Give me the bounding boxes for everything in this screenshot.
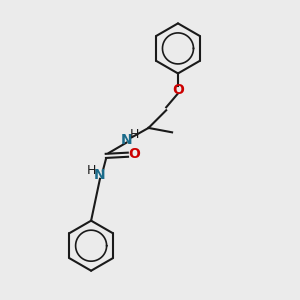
Text: O: O bbox=[128, 147, 140, 161]
Text: N: N bbox=[121, 133, 132, 147]
Text: H: H bbox=[129, 128, 139, 141]
Text: N: N bbox=[94, 168, 106, 182]
Text: H: H bbox=[86, 164, 96, 177]
Text: O: O bbox=[172, 82, 184, 97]
